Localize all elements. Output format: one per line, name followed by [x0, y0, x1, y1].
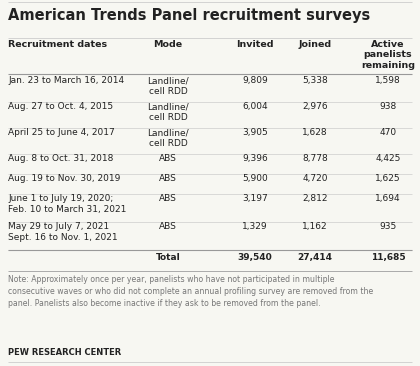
Text: ABS: ABS	[159, 194, 177, 203]
Text: ABS: ABS	[159, 174, 177, 183]
Text: 1,598: 1,598	[375, 76, 401, 85]
Text: Active
panelists
remaining: Active panelists remaining	[361, 40, 415, 70]
Text: Invited: Invited	[236, 40, 274, 49]
Text: 8,778: 8,778	[302, 154, 328, 163]
Text: 470: 470	[379, 128, 396, 137]
Text: American Trends Panel recruitment surveys: American Trends Panel recruitment survey…	[8, 8, 370, 23]
Text: May 29 to July 7, 2021
Sept. 16 to Nov. 1, 2021: May 29 to July 7, 2021 Sept. 16 to Nov. …	[8, 222, 118, 242]
Text: 5,338: 5,338	[302, 76, 328, 85]
Text: April 25 to June 4, 2017: April 25 to June 4, 2017	[8, 128, 115, 137]
Text: 2,812: 2,812	[302, 194, 328, 203]
Text: 9,809: 9,809	[242, 76, 268, 85]
Text: Aug. 8 to Oct. 31, 2018: Aug. 8 to Oct. 31, 2018	[8, 154, 113, 163]
Text: 935: 935	[379, 222, 396, 231]
Text: June 1 to July 19, 2020;
Feb. 10 to March 31, 2021: June 1 to July 19, 2020; Feb. 10 to Marc…	[8, 194, 126, 214]
Text: 2,976: 2,976	[302, 102, 328, 111]
Text: 1,625: 1,625	[375, 174, 401, 183]
Text: PEW RESEARCH CENTER: PEW RESEARCH CENTER	[8, 348, 121, 357]
Text: 1,694: 1,694	[375, 194, 401, 203]
Text: Landline/
cell RDD: Landline/ cell RDD	[147, 76, 189, 97]
Text: ABS: ABS	[159, 154, 177, 163]
Text: 6,004: 6,004	[242, 102, 268, 111]
Text: 5,900: 5,900	[242, 174, 268, 183]
Text: Note: Approximately once per year, panelists who have not participated in multip: Note: Approximately once per year, panel…	[8, 275, 373, 307]
Text: Mode: Mode	[153, 40, 183, 49]
Text: 3,197: 3,197	[242, 194, 268, 203]
Text: 1,628: 1,628	[302, 128, 328, 137]
Text: Aug. 19 to Nov. 30, 2019: Aug. 19 to Nov. 30, 2019	[8, 174, 121, 183]
Text: 1,329: 1,329	[242, 222, 268, 231]
Text: 3,905: 3,905	[242, 128, 268, 137]
Text: Landline/
cell RDD: Landline/ cell RDD	[147, 128, 189, 149]
Text: Recruitment dates: Recruitment dates	[8, 40, 107, 49]
Text: Landline/
cell RDD: Landline/ cell RDD	[147, 102, 189, 123]
Text: Jan. 23 to March 16, 2014: Jan. 23 to March 16, 2014	[8, 76, 124, 85]
Text: Joined: Joined	[299, 40, 331, 49]
Text: 9,396: 9,396	[242, 154, 268, 163]
Text: 4,720: 4,720	[302, 174, 328, 183]
Text: Aug. 27 to Oct. 4, 2015: Aug. 27 to Oct. 4, 2015	[8, 102, 113, 111]
Text: ABS: ABS	[159, 222, 177, 231]
Text: 1,162: 1,162	[302, 222, 328, 231]
Text: Total: Total	[156, 253, 180, 262]
Text: 27,414: 27,414	[297, 253, 333, 262]
Text: 39,540: 39,540	[238, 253, 273, 262]
Text: 938: 938	[379, 102, 396, 111]
Text: 4,425: 4,425	[375, 154, 401, 163]
Text: 11,685: 11,685	[371, 253, 405, 262]
